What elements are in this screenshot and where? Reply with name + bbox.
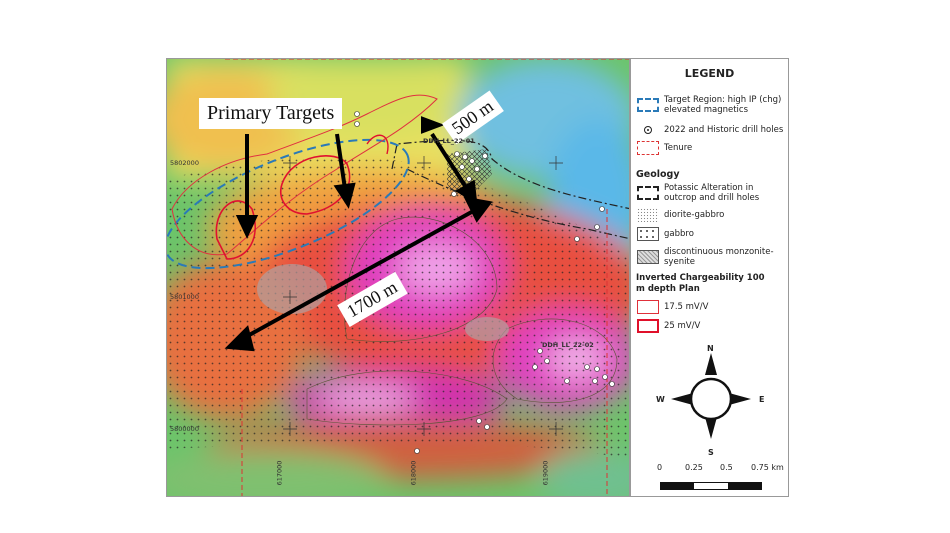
legend-label: Target Region: high IP (chg) elevated ma…: [664, 95, 782, 115]
legend-title: LEGEND: [684, 67, 735, 80]
legend-17-5: 17.5 mV/V: [637, 300, 708, 314]
northing-label: 5801000: [170, 293, 199, 301]
legend-label: discontinuous monzonite-syenite: [664, 247, 774, 267]
fine-dot-swatch: [637, 208, 659, 222]
thin-red-swatch: [637, 300, 659, 314]
legend-monzonite: discontinuous monzonite-syenite: [637, 247, 788, 267]
scale-tick: 0.5: [720, 463, 733, 472]
compass-n: N: [707, 344, 714, 353]
map-canvas: [167, 59, 629, 496]
legend-target-region: Target Region: high IP (chg) elevated ma…: [637, 95, 788, 115]
scale-tick: 0.75 km: [751, 463, 784, 472]
legend-label: 25 mV/V: [664, 321, 701, 331]
drill-hole-icon: [637, 123, 659, 137]
legend-panel: LEGEND Target Region: high IP (chg) elev…: [630, 58, 789, 497]
scale-tick: 0.25: [685, 463, 703, 472]
legend-gabbro: gabbro: [637, 227, 694, 241]
northing-label: 5800000: [170, 425, 199, 433]
compass-s: S: [708, 448, 714, 457]
legend-label: diorite-gabbro: [664, 210, 725, 220]
compass-rose-icon: [671, 353, 751, 439]
easting-label: 618000: [409, 460, 418, 486]
legend-drill-holes: 2022 and Historic drill holes: [637, 123, 783, 137]
legend-25: 25 mV/V: [637, 319, 700, 333]
legend-potassic: Potassic Alteration in outcrop and drill…: [637, 183, 788, 203]
compass-w: W: [656, 395, 665, 404]
drill-label-22-02: DDH_LL_22-02: [542, 341, 594, 349]
northing-label: 5802000: [170, 159, 199, 167]
red-dashed-swatch: [637, 141, 659, 155]
dot-swatch: [637, 227, 659, 241]
chargeability-heading: Inverted Chargeability 100 m depth Plan: [636, 273, 765, 294]
legend-diorite-gabbro: diorite-gabbro: [637, 208, 724, 222]
easting-label: 617000: [275, 460, 284, 486]
easting-label: 619000: [541, 460, 550, 486]
legend-label: gabbro: [664, 229, 694, 239]
primary-targets-label: Primary Targets: [199, 98, 343, 129]
geophysics-map[interactable]: Primary Targets 500 m 1700 m DDH_LL_22-0…: [166, 58, 630, 497]
legend-label: 2022 and Historic drill holes: [664, 125, 784, 135]
geology-heading: Geology: [636, 169, 680, 180]
legend-label: 17.5 mV/V: [664, 302, 709, 312]
blue-dashed-swatch: [637, 98, 659, 112]
scale-tick: 0: [657, 463, 663, 472]
black-dashdot-swatch: [637, 186, 659, 200]
legend-tenure: Tenure: [637, 141, 692, 155]
drill-label-22-01: DDH_LL_22-01: [423, 137, 475, 145]
thick-red-swatch: [637, 319, 659, 333]
legend-label: Potassic Alteration in outcrop and drill…: [664, 183, 760, 203]
legend-label: Tenure: [664, 143, 693, 153]
crosshatch-swatch: [637, 250, 659, 264]
compass-e: E: [759, 395, 765, 404]
